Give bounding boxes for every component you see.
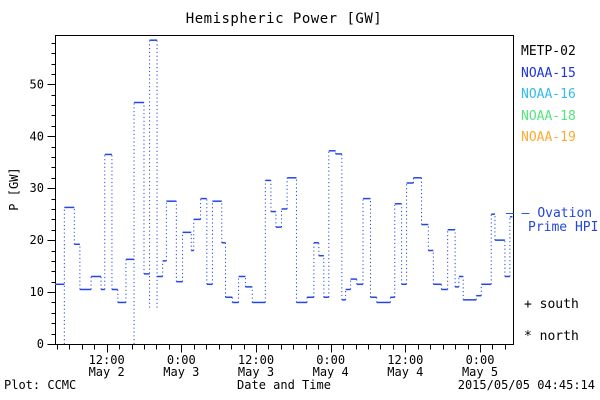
ovation-label-line2: Prime HPI: [528, 219, 599, 235]
north-marker-label: north: [539, 329, 579, 344]
svg-text:0: 0: [37, 337, 44, 351]
legend-satellite-3: NOAA-18: [521, 108, 576, 124]
ovation-line-sample-icon: – –: [506, 206, 530, 221]
south-marker-symbol-icon: +: [524, 297, 532, 312]
legend-satellite-4: NOAA-19: [521, 130, 576, 145]
svg-text:40: 40: [30, 129, 44, 143]
svg-text:May 2: May 2: [89, 365, 125, 379]
satellite-legend: METP-02 NOAA-15 NOAA-16 NOAA-18 NOAA-19: [521, 41, 576, 149]
svg-text:0:00: 0:00: [167, 353, 196, 367]
ovation-label-line1: Ovation: [537, 206, 593, 221]
svg-text:10: 10: [30, 285, 44, 299]
south-marker-legend: + south: [524, 297, 579, 312]
plot-timestamp: 2015/05/05 04:45:14: [457, 378, 595, 392]
svg-text:May 5: May 5: [462, 365, 498, 379]
legend-satellite-0: METP-02: [521, 44, 576, 59]
north-marker-symbol-icon: *: [524, 329, 532, 344]
svg-text:12:00: 12:00: [238, 353, 274, 367]
north-marker-legend: * north: [524, 329, 579, 344]
svg-text:May 3: May 3: [238, 365, 274, 379]
svg-text:30: 30: [30, 181, 44, 195]
plot-title: Hemispheric Power [GW]: [185, 11, 383, 27]
svg-text:50: 50: [30, 77, 44, 91]
svg-text:0:00: 0:00: [316, 353, 345, 367]
legend-satellite-1: NOAA-15: [521, 65, 576, 81]
ovation-legend: – – Ovation Prime HPI: [506, 207, 598, 234]
svg-text:0:00: 0:00: [466, 353, 495, 367]
south-marker-label: south: [539, 297, 579, 312]
svg-text:May 3: May 3: [163, 365, 199, 379]
legend-satellite-2: NOAA-16: [521, 87, 576, 102]
credit-text: Plot: CCMC: [4, 378, 77, 392]
svg-text:20: 20: [30, 233, 44, 247]
svg-text:May 4: May 4: [313, 365, 349, 379]
x-axis-label: Date and Time: [237, 378, 331, 392]
svg-text:12:00: 12:00: [89, 353, 125, 367]
svg-text:12:00: 12:00: [387, 353, 423, 367]
svg-text:May 4: May 4: [387, 365, 423, 379]
